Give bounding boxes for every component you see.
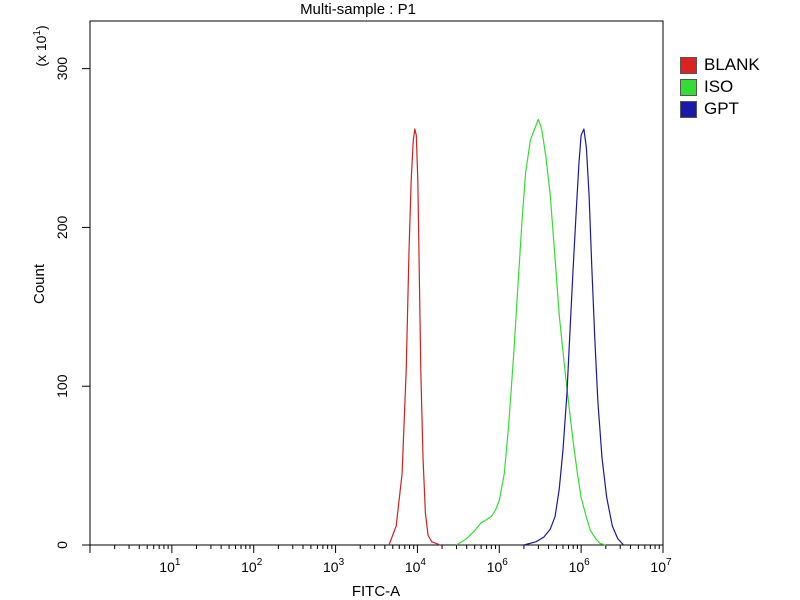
x-tick-label: 104 <box>405 557 427 575</box>
series-line-iso <box>456 118 606 546</box>
y-axis-label: Count <box>31 263 48 304</box>
x-tick-label: 101 <box>159 557 181 575</box>
legend-label: GPT <box>704 99 739 118</box>
x-tick-label: 106 <box>569 557 591 575</box>
x-tick-label: 103 <box>323 557 345 575</box>
legend-swatch <box>680 100 697 118</box>
legend-swatch <box>680 78 697 96</box>
y-tick-label: 200 <box>54 216 70 240</box>
y-axis-ticks: 0 100 200 300 <box>54 57 90 549</box>
legend-label: ISO <box>704 77 734 96</box>
legend: BLANK ISO GPT <box>680 54 760 120</box>
legend-item-iso: ISO <box>680 76 760 98</box>
x-tick-label: 106 <box>487 557 509 575</box>
chart-title: Multi-sample : P1 <box>300 1 416 18</box>
y-axis-multiplier-label: (x 101) <box>32 25 49 66</box>
series-line-gpt <box>523 128 625 546</box>
x-axis-label: FITC-A <box>352 583 400 600</box>
legend-swatch <box>680 56 697 74</box>
x-tick-label: 102 <box>241 557 263 575</box>
series-lines <box>388 118 625 546</box>
x-tick-label: 107 <box>650 557 672 575</box>
series-line-blank <box>388 128 441 546</box>
y-tick-label: 100 <box>54 374 70 398</box>
plot-area <box>89 20 664 546</box>
legend-item-blank: BLANK <box>680 54 760 76</box>
y-tick-label: 0 <box>54 541 70 549</box>
y-tick-label: 300 <box>54 57 70 81</box>
legend-item-gpt: GPT <box>680 98 760 120</box>
legend-label: BLANK <box>704 55 760 74</box>
x-axis-ticks: 101 102 103 104 106 106 107 <box>89 545 672 575</box>
